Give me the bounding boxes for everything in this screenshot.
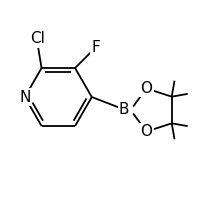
Text: N: N — [19, 90, 30, 104]
Text: O: O — [140, 124, 152, 139]
Text: Cl: Cl — [30, 31, 45, 46]
Text: B: B — [119, 103, 129, 117]
Text: F: F — [91, 40, 100, 55]
Text: O: O — [140, 81, 152, 96]
